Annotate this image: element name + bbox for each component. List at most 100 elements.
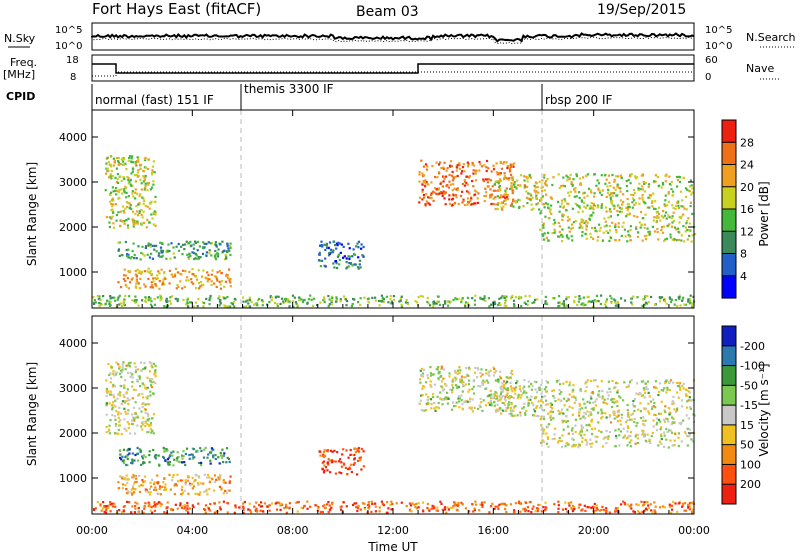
power-cell xyxy=(473,202,476,205)
velocity-cell xyxy=(500,412,503,415)
power-cell xyxy=(208,252,211,255)
velocity-cell xyxy=(512,409,515,412)
velocity-cell xyxy=(356,509,359,513)
velocity-cell xyxy=(217,476,220,479)
power-cell xyxy=(625,180,628,183)
velocity-cell xyxy=(641,433,644,436)
power-cell xyxy=(473,193,477,196)
velocity-cell xyxy=(523,390,526,393)
velocity-cell xyxy=(134,416,138,419)
velocity-ytick-label-1: 2000 xyxy=(59,427,87,440)
power-cell xyxy=(134,295,137,298)
velocity-cell xyxy=(689,399,693,402)
power-cell xyxy=(199,256,202,259)
power-cell xyxy=(544,183,547,186)
velocity-cell xyxy=(608,431,611,434)
velocity-cell xyxy=(547,445,550,448)
power-cell xyxy=(149,303,153,306)
velocity-cell xyxy=(581,440,584,443)
velocity-cell xyxy=(204,511,207,514)
velocity-cell xyxy=(179,502,182,505)
velocity-cell xyxy=(529,398,532,401)
power-cell xyxy=(498,186,501,189)
velocity-cell xyxy=(540,441,543,444)
power-cell xyxy=(225,275,228,278)
velocity-cell xyxy=(560,399,563,402)
velocity-cell xyxy=(144,403,147,406)
power-cell xyxy=(149,245,152,248)
power-cell xyxy=(111,296,114,299)
power-cell xyxy=(540,210,543,213)
velocity-cell xyxy=(266,505,269,508)
velocity-cell xyxy=(182,455,185,458)
velocity-cell xyxy=(154,372,157,375)
power-cell xyxy=(626,213,629,216)
power-cell xyxy=(109,155,112,158)
velocity-cell xyxy=(340,461,343,464)
velocity-cell xyxy=(131,505,134,508)
velocity-cell xyxy=(613,401,616,404)
velocity-cell xyxy=(129,491,132,494)
velocity-cell xyxy=(143,367,147,370)
velocity-cell xyxy=(143,361,146,365)
velocity-cell xyxy=(212,456,215,459)
velocity-cell xyxy=(505,409,508,412)
velocity-cell xyxy=(598,390,601,393)
power-cell xyxy=(108,225,111,229)
power-cell xyxy=(501,208,504,211)
velocity-cell xyxy=(104,511,107,514)
velocity-cell xyxy=(567,502,570,505)
velocity-cell xyxy=(508,397,511,400)
power-cell xyxy=(539,212,542,215)
power-cell xyxy=(564,200,567,203)
velocity-cell xyxy=(138,490,142,493)
velocity-cell xyxy=(124,368,127,371)
power-cell xyxy=(153,303,156,306)
power-cell xyxy=(482,180,485,183)
power-cell xyxy=(255,302,258,305)
velocity-cell xyxy=(557,441,560,444)
power-cell xyxy=(611,221,614,224)
velocity-cell xyxy=(423,368,426,371)
station-title: Fort Hays East (fitACF) xyxy=(92,0,261,18)
velocity-cell xyxy=(544,403,548,406)
velocity-cell xyxy=(346,473,349,476)
velocity-cell xyxy=(496,410,499,413)
power-cell xyxy=(434,187,437,190)
velocity-cell xyxy=(510,414,513,417)
velocity-cell xyxy=(635,392,638,395)
velocity-cell xyxy=(152,482,156,486)
velocity-cell xyxy=(173,493,176,496)
velocity-cell xyxy=(437,401,440,405)
power-cell xyxy=(98,302,101,305)
velocity-cell xyxy=(594,404,598,407)
power-cell xyxy=(378,304,381,307)
power-cell xyxy=(211,269,214,272)
velocity-cell xyxy=(594,400,597,403)
power-cell xyxy=(535,203,538,206)
power-cell xyxy=(129,281,132,284)
power-cell xyxy=(675,228,678,231)
power-cell xyxy=(562,206,565,209)
velocity-cell xyxy=(579,417,582,420)
power-cell xyxy=(131,218,134,221)
velocity-cell xyxy=(214,457,217,461)
velocity-cell xyxy=(664,410,667,413)
velocity-cell xyxy=(138,407,141,410)
velocity-cell xyxy=(665,438,668,441)
power-cell xyxy=(137,160,140,163)
velocity-cell xyxy=(358,450,361,453)
velocity-cell xyxy=(202,456,206,459)
power-cell xyxy=(510,176,513,179)
power-cell xyxy=(536,298,539,301)
power-cell xyxy=(512,200,515,203)
velocity-cell xyxy=(457,501,460,505)
power-cell xyxy=(616,303,619,306)
power-cell xyxy=(617,205,620,208)
power-cell xyxy=(427,196,430,199)
power-cell xyxy=(350,262,353,265)
power-cell xyxy=(641,173,644,176)
velocity-cell xyxy=(205,490,208,493)
power-cell xyxy=(513,162,516,165)
velocity-cell xyxy=(390,508,393,511)
